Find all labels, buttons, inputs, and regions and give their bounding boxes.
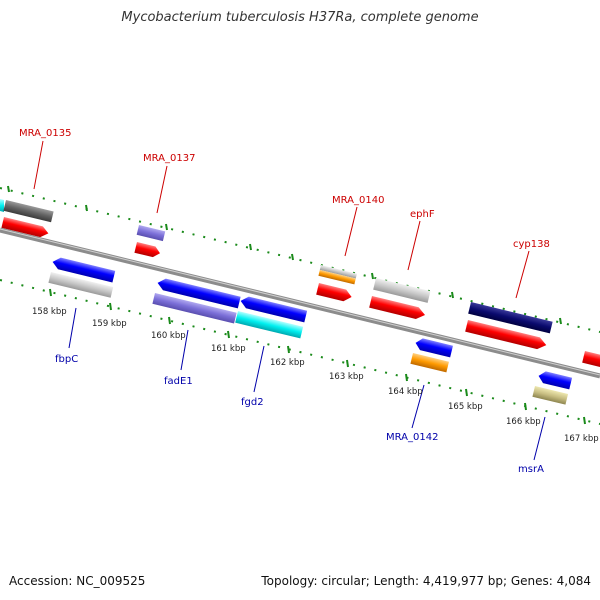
gene-label-ephf[interactable]: ephF	[410, 209, 435, 220]
feature-mra0140-cds[interactable]	[316, 283, 353, 303]
gene-label-msra[interactable]: msrA	[518, 464, 544, 475]
feature-fbpc-cds[interactable]	[51, 256, 116, 283]
gene-label-cyp138[interactable]: cyp138	[513, 239, 550, 250]
forward-major-tick	[7, 185, 10, 193]
reverse-major-tick	[405, 373, 408, 382]
reverse-major-tick	[49, 288, 52, 297]
tick-label: 160 kbp	[151, 331, 186, 341]
tick-label: 166 kbp	[506, 417, 541, 427]
tick-label: 164 kbp	[388, 387, 423, 397]
feature-msra-gene[interactable]	[532, 386, 569, 405]
reverse-major-tick	[168, 316, 171, 325]
reverse-tick-ring	[0, 279, 600, 425]
feature-mra0142-cds[interactable]	[414, 337, 453, 358]
tick-label: 158 kbp	[32, 307, 67, 317]
accession-text: Accession: NC_009525	[9, 574, 146, 588]
gene-label-fbpc[interactable]: fbpC	[55, 354, 78, 365]
feature-fbpc-gene[interactable]	[48, 272, 114, 298]
feature-fgd2-gene[interactable]	[235, 311, 304, 339]
feature-mra0137-cds[interactable]	[134, 242, 161, 259]
feature-fgd2-cds[interactable]	[239, 295, 308, 323]
gene-label-mra0137[interactable]: MRA_0137	[143, 153, 195, 164]
forward-major-tick	[291, 253, 294, 261]
reverse-major-tick	[346, 359, 349, 368]
reverse-major-tick	[583, 416, 586, 425]
genome-stats-text: Topology: circular; Length: 4,419,977 bp…	[261, 574, 591, 588]
tick-label: 161 kbp	[211, 344, 246, 354]
gene-label-fgd2[interactable]: fgd2	[241, 397, 264, 408]
feature-mra0135-cds[interactable]	[1, 217, 49, 239]
gene-label-fade1[interactable]: fadE1	[164, 376, 193, 387]
feature-cyan-fragment[interactable]	[0, 199, 4, 212]
tick-label: 162 kbp	[270, 358, 305, 368]
forward-tick-ring	[0, 185, 600, 333]
gene-label-mra0135[interactable]: MRA_0135	[19, 128, 71, 139]
feature-mra0135-gene[interactable]	[3, 200, 54, 223]
reverse-major-tick	[465, 388, 468, 397]
tick-label: 167 kbp	[564, 434, 599, 444]
feature-fade1-cds[interactable]	[156, 277, 241, 309]
forward-major-tick	[165, 223, 168, 231]
forward-major-tick	[249, 243, 252, 251]
feature-mra0142-gene[interactable]	[410, 353, 449, 373]
forward-major-tick	[371, 272, 374, 280]
kbp-tick-labels: 158 kbp 159 kbp 160 kbp 161 kbp 162 kbp …	[32, 307, 599, 444]
forward-gene-labels: MRA_0135 MRA_0137 MRA_0140 ephF cyp138	[19, 128, 550, 299]
reverse-gene-labels: fbpC fadE1 fgd2 MRA_0142 msrA	[55, 307, 546, 475]
feature-cyp138-gene[interactable]	[468, 302, 553, 334]
feature-mra0137-gene[interactable]	[136, 225, 166, 242]
feature-mra0140-gene[interactable]	[318, 265, 357, 285]
reverse-major-tick	[227, 330, 230, 339]
reverse-major-tick	[524, 402, 527, 411]
gene-label-mra0142[interactable]: MRA_0142	[386, 432, 438, 443]
forward-features	[0, 199, 600, 368]
map-title: Mycobacterium tuberculosis H37Ra, comple…	[121, 10, 479, 25]
genome-backbone	[0, 227, 600, 379]
gene-label-mra0140[interactable]: MRA_0140	[332, 195, 384, 206]
feature-cyp138-cds[interactable]	[465, 320, 548, 351]
tick-label: 163 kbp	[329, 372, 364, 382]
feature-msra-cds[interactable]	[537, 370, 573, 390]
reverse-features	[48, 256, 573, 405]
feature-ephf-cds[interactable]	[369, 296, 426, 321]
forward-major-tick	[85, 204, 88, 212]
tick-label: 165 kbp	[448, 402, 483, 412]
feature-fade1-gene[interactable]	[152, 293, 237, 324]
feature-ephf-gene[interactable]	[373, 278, 431, 303]
reverse-major-tick	[287, 345, 290, 354]
tick-label: 159 kbp	[92, 319, 127, 329]
feature-right-edge-cds[interactable]	[582, 351, 600, 368]
forward-major-tick	[559, 317, 562, 325]
forward-major-tick	[451, 291, 454, 299]
reverse-major-tick	[109, 302, 112, 311]
